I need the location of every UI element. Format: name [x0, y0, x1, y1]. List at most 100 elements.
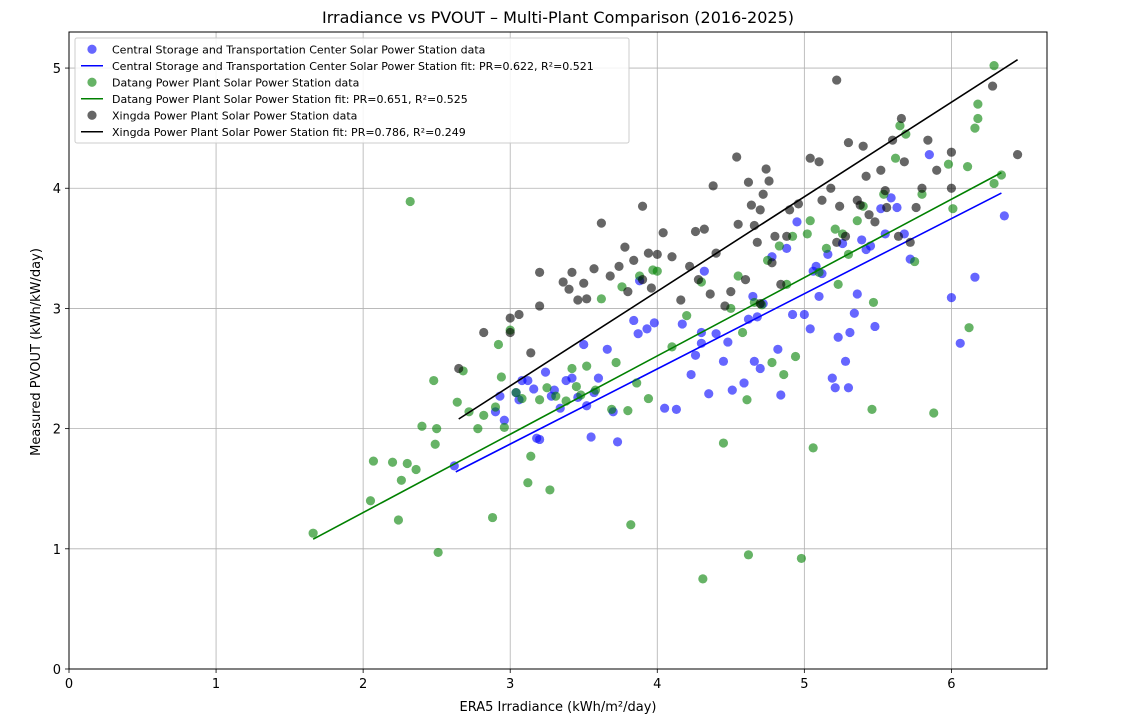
data-point [411, 464, 421, 475]
data-point [852, 289, 862, 299]
data-point [564, 284, 574, 294]
data-point [790, 351, 801, 362]
data-point [496, 372, 506, 382]
data-point [827, 373, 837, 383]
data-point [732, 152, 742, 162]
data-point [892, 202, 902, 213]
data-point [843, 137, 854, 148]
data-point [849, 308, 859, 318]
data-point [567, 373, 577, 383]
data-point [690, 226, 701, 237]
data-point [743, 177, 754, 187]
legend-entry: Datang Power Plant Solar Power Station d… [112, 76, 359, 89]
data-point [814, 291, 824, 302]
data-point [830, 224, 840, 234]
x-tick-label: 0 [65, 677, 73, 692]
data-point [901, 129, 911, 139]
data-point [579, 278, 589, 288]
plot-frame [68, 31, 1048, 670]
data-point [799, 309, 809, 320]
data-point [852, 216, 862, 226]
data-point [582, 294, 592, 304]
data-point [896, 113, 907, 124]
data-point [864, 210, 874, 220]
data-point [890, 153, 901, 163]
data-point [899, 157, 909, 167]
data-point [405, 196, 415, 207]
data-point [776, 390, 786, 400]
data-point [308, 528, 318, 538]
data-point [505, 313, 515, 323]
data-point [886, 193, 896, 203]
data-point [773, 344, 783, 354]
data-point [667, 252, 677, 262]
legend-entry: Xingda Power Plant Solar Power Station f… [112, 126, 466, 139]
y-tick-label: 4 [53, 182, 61, 197]
data-point [737, 327, 748, 338]
data-point [589, 264, 599, 274]
data-point [840, 356, 851, 366]
data-point [858, 141, 868, 151]
data-point [917, 183, 927, 193]
data-point [540, 367, 551, 377]
data-point [686, 369, 696, 380]
data-point [905, 237, 915, 247]
data-point [868, 297, 879, 308]
data-point [567, 363, 577, 374]
data-point [646, 283, 656, 293]
data-point [964, 323, 974, 333]
x-tick-label: 2 [359, 677, 367, 692]
data-point [677, 319, 687, 329]
fit-line [458, 58, 1019, 420]
data-point [629, 255, 639, 265]
data-point [535, 301, 545, 311]
data-point [652, 249, 662, 259]
data-point [932, 165, 942, 175]
data-point [833, 279, 843, 289]
data-point [792, 217, 802, 227]
data-point [643, 393, 654, 404]
x-tick-label: 1 [212, 677, 220, 692]
data-point [402, 458, 412, 469]
data-point [782, 231, 792, 241]
legend-marker [87, 110, 97, 120]
data-point [649, 318, 659, 328]
y-tick-label: 3 [53, 302, 61, 317]
data-point [948, 204, 958, 214]
data-point [835, 201, 845, 211]
data-point [970, 123, 980, 133]
data-point [708, 181, 718, 191]
fit-line [312, 171, 1002, 540]
data-point [742, 395, 752, 405]
data-point [733, 271, 743, 281]
data-point [429, 375, 439, 386]
data-point [720, 301, 730, 311]
data-point [614, 261, 624, 271]
data-point [895, 121, 905, 131]
data-point [989, 178, 999, 189]
data-point [752, 237, 762, 247]
data-point [671, 404, 681, 414]
data-point [535, 395, 545, 405]
data-point [579, 339, 589, 350]
data-point [365, 496, 376, 506]
data-point [573, 295, 583, 305]
data-point [718, 356, 729, 366]
legend-box [74, 37, 630, 144]
data-point [676, 295, 686, 305]
data-point [596, 294, 606, 304]
data-point [393, 515, 404, 525]
data-point [973, 113, 983, 124]
data-point [833, 332, 843, 342]
chart-title: Irradiance vs PVOUT – Multi-Plant Compar… [322, 8, 794, 27]
data-point [746, 200, 756, 210]
data-point [832, 237, 842, 247]
data-point [861, 171, 871, 181]
data-point [782, 243, 792, 253]
data-point [808, 443, 818, 453]
data-point [473, 424, 483, 434]
data-point [643, 248, 654, 258]
data-point [987, 81, 998, 91]
data-point [989, 61, 999, 71]
fit-line-series [312, 171, 1002, 540]
